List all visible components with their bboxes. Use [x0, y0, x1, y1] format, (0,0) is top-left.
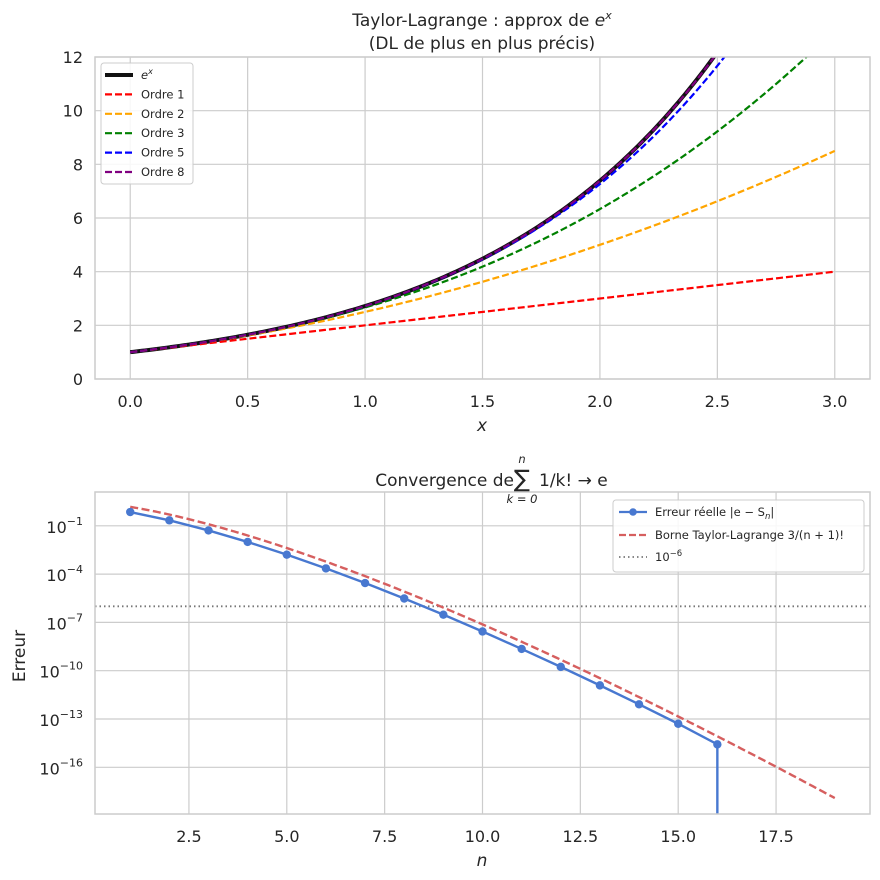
- chart1-y-tick-label: 4: [73, 263, 83, 282]
- chart2-x-ticks: 2.5 5.0 7.5 10.0 12.5 15.0 17.5: [176, 827, 794, 846]
- chart2-x-tick-label: 17.5: [758, 827, 794, 846]
- chart1-legend-label: Ordre 8: [141, 165, 184, 179]
- sum-upper-limit: n: [518, 452, 525, 466]
- chart1-x-tick-label: 2.0: [587, 392, 612, 411]
- chart1-y-tick-label: 8: [73, 155, 83, 174]
- error-point: [282, 550, 291, 559]
- chart1-title-line1: Taylor-Lagrange : approx de ex: [351, 9, 612, 31]
- error-point: [400, 594, 409, 603]
- chart1-legend-label: Ordre 3: [141, 126, 184, 140]
- legend-label-error: Erreur réelle |e − Sn|: [655, 505, 774, 522]
- error-point: [713, 740, 722, 749]
- chart2-y-ticks: 10−1 10−4 10−7 10−10 10−13 10−16: [39, 515, 83, 779]
- series-line-ordre-8: [130, 57, 716, 354]
- chart2-y-tick-label: 10−13: [39, 708, 83, 730]
- chart1-x-tick-label: 2.5: [705, 392, 730, 411]
- chart2-y-tick-label: 10−16: [39, 756, 83, 778]
- chart2-y-label: Erreur: [10, 630, 30, 682]
- chart1-y-ticks: 0 2 4 6 8 10 12: [63, 48, 83, 389]
- chart1-legend-label: Ordre 5: [141, 146, 184, 160]
- chart1-y-tick-label: 0: [73, 370, 83, 389]
- error-point: [439, 610, 448, 619]
- series-line-ordre-3: [130, 57, 808, 354]
- chart1-legend-box: [100, 62, 194, 185]
- error-point: [321, 564, 331, 573]
- chart1-y-tick-label: 2: [73, 316, 83, 335]
- chart2-plot-frame: [94, 491, 871, 815]
- chart2-y-tick-label: 10−4: [46, 563, 83, 585]
- chart1-y-tick-label: 12: [63, 48, 83, 67]
- legend-label-bound: Borne Taylor-Lagrange 3/(n + 1)!: [655, 528, 844, 542]
- chart1-y-tick-label: 6: [73, 209, 83, 228]
- chart1-x-ticks: 0.0 0.5 1.0 1.5 2.0 2.5 3.0: [118, 392, 848, 411]
- sum-symbol: ∑: [514, 465, 530, 493]
- chart2-x-label: n: [477, 851, 488, 871]
- chart1-x-label: x: [476, 416, 488, 436]
- chart1-legend-label: Ordre 2: [141, 107, 184, 121]
- error-point: [165, 516, 174, 525]
- chart2-x-tick-label: 12.5: [563, 827, 599, 846]
- chart1-gridlines: [95, 56, 870, 380]
- chart2-legend-box: [612, 499, 865, 573]
- chart-taylor: Taylor-Lagrange : approx de ex (DL de pl…: [63, 9, 871, 436]
- error-point: [204, 526, 213, 535]
- error-point: [634, 700, 644, 709]
- error-point: [360, 578, 370, 588]
- chart2-x-tick-label: 5.0: [274, 827, 299, 846]
- chart1-legend-label: Ordre 1: [141, 87, 184, 101]
- chart2-x-tick-label: 2.5: [176, 827, 201, 846]
- chart1-y-tick-label: 10: [63, 102, 83, 121]
- chart1-x-tick-label: 0.0: [118, 392, 143, 411]
- error-point: [243, 537, 252, 547]
- chart2-title: Convergence de ∑ n k = 0 1/k! → e: [375, 452, 607, 506]
- sum-lower-limit: k = 0: [507, 492, 538, 506]
- error-point: [595, 681, 605, 690]
- chart1-x-tick-label: 1.5: [470, 392, 495, 411]
- chart1-legend: ex Ordre 1 Ordre 2 Ordre 3 Ordre 5 Ordre 8: [100, 62, 194, 185]
- bound-line: [130, 505, 836, 800]
- chart1-plot-lines: [129, 57, 836, 355]
- series-line-ordre-1: [130, 270, 835, 354]
- chart2-title-suffix: 1/k! → e: [539, 471, 608, 491]
- error-point: [517, 644, 526, 654]
- chart2-y-tick-label: 10−1: [46, 515, 83, 537]
- chart2-x-tick-label: 15.0: [660, 827, 696, 846]
- chart1-legend-label: ex: [141, 67, 153, 82]
- error-point: [478, 627, 487, 636]
- legend-marker-error: [629, 508, 637, 516]
- chart2-plot-lines: [95, 505, 870, 814]
- error-point: [126, 507, 135, 517]
- chart2-y-tick-label: 10−10: [39, 660, 83, 682]
- chart1-x-tick-label: 3.0: [822, 392, 847, 411]
- chart2-legend: Erreur réelle |e − Sn| Borne Taylor-Lagr…: [612, 499, 865, 573]
- chart1-x-tick-label: 1.0: [352, 392, 377, 411]
- chart1-plot-frame: [94, 56, 871, 380]
- error-point: [674, 719, 683, 728]
- chart2-x-tick-label: 7.5: [372, 827, 397, 846]
- chart2-x-tick-label: 10.0: [465, 827, 501, 846]
- error-point: [556, 662, 565, 672]
- chart1-title-line2: (DL de plus en plus précis): [369, 34, 595, 54]
- legend-label-threshold: 10−6: [655, 549, 682, 564]
- chart1-x-tick-label: 0.5: [235, 392, 260, 411]
- chart2-y-tick-label: 10−7: [46, 611, 83, 633]
- chart-convergence: Convergence de ∑ n k = 0 1/k! → e 2.5 5.0…: [10, 452, 871, 871]
- chart2-title-prefix: Convergence de: [375, 471, 514, 491]
- chart2-gridlines: [95, 492, 870, 814]
